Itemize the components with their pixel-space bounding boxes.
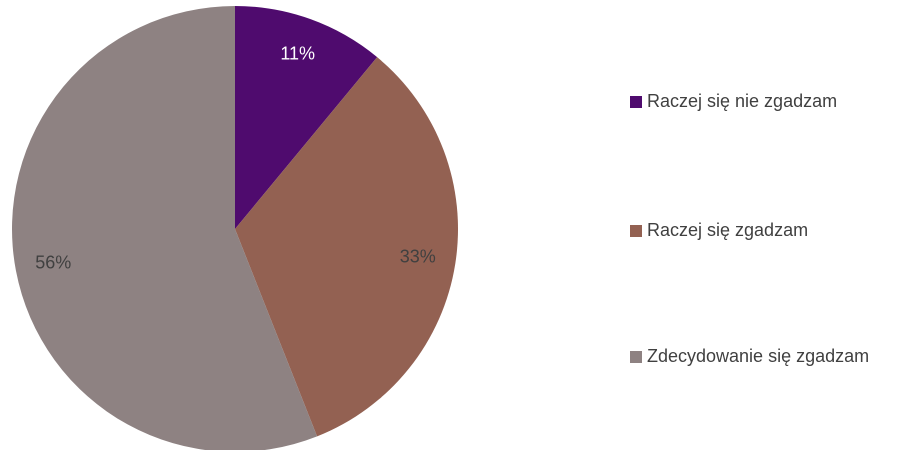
legend-swatch: [630, 225, 642, 237]
legend-swatch: [630, 351, 642, 363]
legend-label: Raczej się nie zgadzam: [647, 91, 837, 111]
legend-swatch: [630, 96, 642, 108]
legend-label: Raczej się zgadzam: [647, 220, 808, 240]
pie-slice: [235, 6, 378, 229]
pie-slice: [235, 57, 458, 437]
data-label: 56%: [35, 252, 71, 272]
data-label: 11%: [280, 44, 315, 64]
pie-slice: [12, 6, 318, 450]
data-label: 33%: [400, 247, 436, 267]
legend-label: Zdecydowanie się zgadzam: [647, 346, 869, 366]
